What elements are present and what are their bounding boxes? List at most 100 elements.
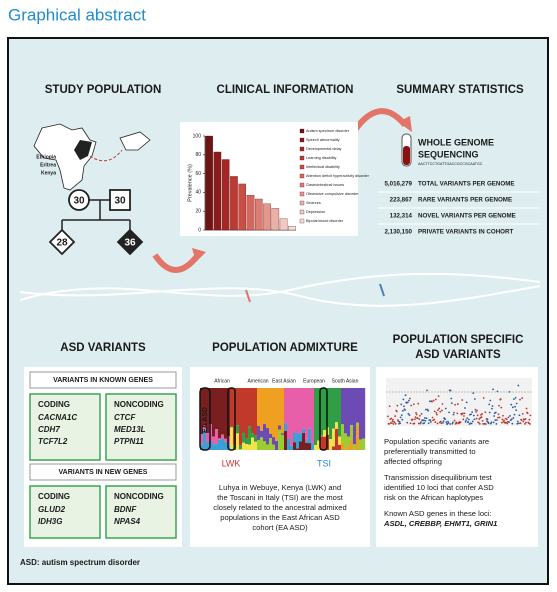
- manhattan-dot: [415, 413, 418, 416]
- manhattan-dot: [438, 407, 441, 410]
- manhattan-dot: [493, 415, 496, 417]
- admixture-column: [299, 433, 303, 442]
- admixture-column: [215, 429, 219, 444]
- manhattan-dot: [528, 418, 531, 421]
- admixture-column: [302, 433, 306, 450]
- manhattan-dot: [430, 421, 432, 423]
- manhattan-dot: [515, 409, 518, 412]
- admixture-column: [260, 388, 264, 431]
- country: Eritrea: [40, 162, 56, 168]
- manhattan-dot: [414, 416, 417, 419]
- legend-label: Gastrointestinal issues: [306, 183, 344, 187]
- cohort-label: EA ASD: [202, 407, 209, 433]
- stat-label: PRIVATE VARIANTS IN COHORT: [418, 229, 513, 236]
- manhattan-dot: [514, 405, 516, 408]
- manhattan-dot: [526, 412, 529, 415]
- admixture-column: [311, 443, 315, 450]
- stats-table: 5,016,279 TOTAL VARIANTS PER GENOME 223,86…: [378, 181, 540, 236]
- manhattan-dot: [401, 418, 404, 421]
- method: SEQUENCING: [418, 149, 479, 159]
- manhattan-plot: [386, 384, 532, 425]
- finding-text: Known ASD genes in these loci:: [384, 509, 492, 518]
- manhattan-dot: [388, 405, 391, 408]
- admixture-column: [281, 434, 285, 450]
- admixture-column: [236, 388, 240, 426]
- subhead-box: [29, 463, 177, 481]
- admixture-column: [236, 425, 240, 434]
- manhattan-dot: [440, 422, 443, 425]
- manhattan-dot: [406, 421, 409, 424]
- clinical-chart: 0 20 40 60 80 100 Prevalence (%) Autism spectru…: [187, 128, 370, 233]
- admixture-column: [230, 388, 234, 427]
- manhattan-dot: [505, 418, 508, 421]
- finding-text: affected offspring: [384, 457, 442, 466]
- admixture-column: [332, 428, 336, 447]
- footnote: ASD: autism spectrum disorder: [20, 558, 140, 567]
- manhattan-dot: [413, 422, 416, 425]
- legend-swatch: [299, 191, 305, 197]
- admixture-column: [305, 442, 309, 450]
- admixture-column: [320, 436, 324, 450]
- admixture-column: [263, 388, 267, 425]
- stat-label: TOTAL VARIANTS PER GENOME: [418, 181, 514, 188]
- manhattan-dot: [464, 420, 467, 423]
- manhattan-dot: [511, 406, 514, 409]
- bar: [221, 159, 230, 231]
- admixture-column: [281, 433, 285, 435]
- legend-swatch: [299, 137, 305, 143]
- bar: [230, 176, 238, 231]
- manhattan-dot: [498, 404, 500, 407]
- manhattan-dot: [442, 420, 445, 423]
- admixture-column: [362, 438, 366, 450]
- admixture-column: [302, 388, 306, 429]
- admixture-column: [308, 428, 312, 444]
- gene: CDH7: [38, 425, 60, 434]
- admixture-column: [218, 388, 222, 439]
- admixture-column: [266, 388, 270, 429]
- admixture-column: [224, 441, 228, 450]
- admixture-column: [218, 439, 222, 450]
- manhattan-dot: [396, 404, 399, 407]
- admixture-column: [314, 388, 318, 446]
- admixture-column: [266, 444, 270, 450]
- bar: [254, 198, 263, 231]
- manhattan-dot: [424, 419, 427, 422]
- admixture-text: populations in the East African ASD: [220, 513, 340, 522]
- stat-value: 132,314: [390, 213, 413, 220]
- box-label: NONCODING: [114, 400, 164, 409]
- gene-box: [29, 485, 101, 539]
- manhattan-dot: [488, 411, 491, 414]
- admixture-column: [284, 423, 288, 431]
- admixture-column: [239, 445, 243, 450]
- manhattan-dot: [476, 414, 479, 417]
- manhattan-dot: [417, 422, 420, 425]
- manhattan-dot: [529, 414, 532, 417]
- section-title: CLINICAL INFORMATION: [217, 84, 354, 96]
- manhattan-dot: [489, 399, 492, 402]
- bar: [246, 195, 255, 231]
- manhattan-dot: [454, 403, 456, 406]
- admixture-column: [203, 424, 207, 430]
- admixture-column: [212, 388, 216, 437]
- manhattan-dot: [509, 419, 512, 422]
- admixture-column: [332, 388, 336, 429]
- manhattan-dot: [512, 416, 515, 419]
- section-title: ASD VARIANTS: [60, 342, 146, 354]
- marker-label: TSI: [317, 458, 331, 468]
- manhattan-dot: [463, 412, 466, 415]
- manhattan-dot: [394, 415, 397, 417]
- manhattan-dot: [429, 419, 432, 422]
- manhattan-dot: [470, 413, 472, 416]
- admixture-column: [323, 388, 327, 431]
- gene: MED13L: [114, 425, 146, 434]
- admixture-column: [221, 434, 225, 439]
- box-label: CODING: [38, 492, 70, 501]
- admixture-column: [302, 428, 306, 434]
- admixture-column: [347, 445, 351, 450]
- manhattan-dot: [524, 418, 527, 420]
- manhattan-bg: [386, 378, 532, 426]
- manhattan-dot: [439, 410, 442, 413]
- section-title: POPULATION ADMIXTURE: [212, 342, 358, 354]
- manhattan-dot: [456, 403, 459, 405]
- manhattan-dot: [415, 412, 417, 414]
